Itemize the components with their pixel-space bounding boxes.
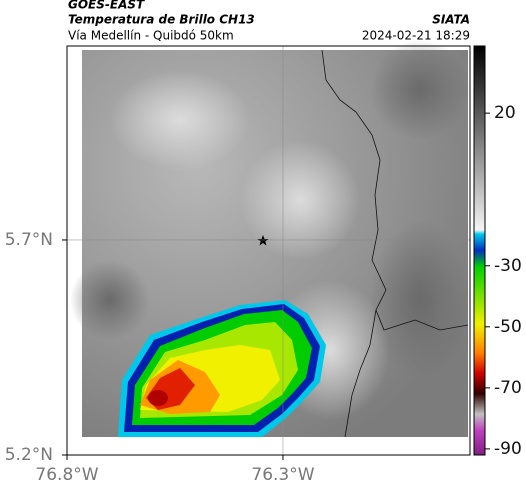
y-tick-label: 5.7°N: [5, 230, 53, 250]
satellite-image: [70, 40, 470, 438]
location-star: [257, 235, 269, 246]
colorbar-tick-label: -30: [494, 256, 522, 276]
x-tick-label: 76.8°W: [35, 465, 98, 485]
org: SIATA: [432, 13, 470, 27]
product: Temperatura de Brillo CH13: [68, 13, 255, 27]
source: GOES-EAST: [68, 0, 145, 12]
x-tick-label: 76.3°W: [251, 465, 314, 485]
colorbar-tick-label: -70: [494, 378, 522, 398]
colorbar: [473, 45, 486, 456]
datetime: 2024-02-21 18:29: [362, 29, 470, 43]
y-tick-label: 5.2°N: [5, 445, 53, 465]
colorbar-tick-label: 20: [494, 103, 516, 123]
colorbar-tick-label: -90: [494, 439, 522, 459]
map-frame: [66, 45, 471, 456]
route: Vía Medellín - Quibdó 50km: [68, 29, 234, 43]
colorbar-tick-label: -50: [494, 317, 522, 337]
